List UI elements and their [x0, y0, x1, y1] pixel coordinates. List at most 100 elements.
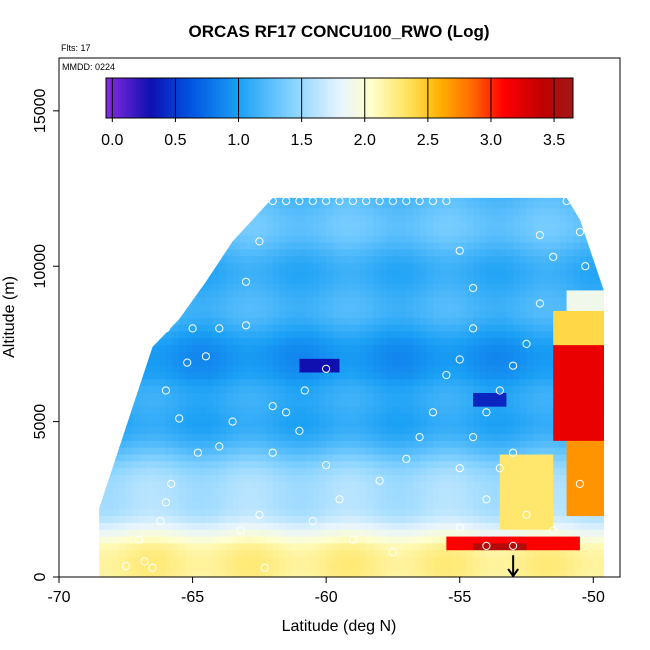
heatmap-cell — [259, 426, 267, 435]
heatmap-cell — [513, 549, 521, 558]
heatmap-cell — [473, 303, 481, 311]
colorbar-segment — [500, 78, 504, 118]
heatmap-cell — [559, 344, 568, 352]
heatmap-cell — [453, 406, 461, 414]
heatmap-cell — [352, 262, 361, 270]
heatmap-cell — [332, 412, 341, 421]
heatmap-cell — [553, 570, 561, 577]
heatmap-cell — [453, 221, 461, 229]
heatmap-cell — [185, 494, 194, 503]
heatmap-cell — [372, 515, 381, 523]
heatmap-cell — [306, 351, 314, 359]
colorbar-segment — [505, 78, 509, 118]
heatmap-cell — [386, 412, 394, 421]
heatmap-cell — [486, 351, 494, 359]
heatmap-cell — [419, 494, 427, 503]
heatmap-cell — [493, 228, 501, 236]
heatmap-cell — [359, 337, 367, 346]
heatmap-cell — [459, 556, 467, 564]
colorbar-segment — [318, 78, 322, 118]
heatmap-cell — [319, 241, 327, 250]
heatmap-cell — [192, 426, 200, 435]
colorbar-segment — [540, 78, 544, 118]
heatmap-cell — [312, 549, 321, 558]
heatmap-cell — [139, 399, 147, 407]
heatmap-cell — [165, 529, 174, 537]
heatmap-cell — [272, 440, 280, 448]
heatmap-cell — [326, 221, 334, 229]
heatmap-cell — [272, 344, 280, 352]
heatmap-cell — [573, 262, 581, 270]
heatmap-cell — [473, 269, 481, 277]
sample-point — [508, 361, 518, 370]
heatmap-cell — [386, 508, 394, 517]
heatmap-cell — [386, 330, 394, 339]
heatmap-cell — [299, 385, 307, 393]
heatmap-cell — [493, 529, 501, 537]
heatmap-cell — [119, 494, 127, 503]
heatmap-cell — [232, 296, 240, 305]
heatmap-cell — [412, 426, 421, 435]
heatmap-cell — [179, 406, 187, 414]
heatmap-cell — [225, 522, 234, 530]
heatmap-cell — [593, 501, 601, 510]
heatmap-cell — [272, 529, 280, 537]
heatmap-cell — [372, 488, 381, 496]
heatmap-cell — [272, 563, 280, 571]
heatmap-cell — [439, 200, 447, 209]
heatmap-cell — [586, 474, 594, 482]
heatmap-cell — [566, 296, 574, 305]
colorbar-segment — [393, 78, 397, 118]
heatmap-cell — [159, 474, 167, 482]
heatmap-cell — [539, 248, 548, 257]
heatmap-cell — [566, 214, 574, 223]
heatmap-cell — [152, 378, 160, 387]
heatmap-cell — [119, 522, 127, 530]
heatmap-cell — [426, 296, 434, 305]
heatmap-cell — [225, 453, 234, 462]
colorbar-segment — [442, 78, 446, 118]
heatmap-cell — [533, 440, 541, 448]
heatmap-cell — [319, 433, 327, 441]
heatmap-cell — [225, 515, 234, 523]
heatmap-cell — [119, 433, 127, 441]
heatmap-cell — [112, 494, 120, 503]
heatmap-cell — [493, 337, 501, 346]
y-tick-label: 15000 — [32, 88, 49, 133]
heatmap-cell — [112, 467, 120, 476]
heatmap-cell — [266, 365, 274, 373]
heatmap-cell — [473, 419, 481, 428]
heatmap-cell — [292, 529, 301, 537]
heatmap-cell — [306, 358, 314, 366]
heatmap-cell — [559, 289, 568, 298]
heatmap-cell — [205, 447, 214, 455]
heatmap-cell — [266, 330, 274, 339]
heatmap-cell — [573, 276, 581, 284]
heatmap-cell — [553, 488, 561, 496]
heatmap-cell — [232, 324, 240, 332]
heatmap-cell — [346, 385, 354, 393]
heatmap-cell — [446, 467, 454, 476]
heatmap-cell — [426, 508, 434, 517]
heatmap-cell — [479, 365, 488, 373]
heatmap-cell — [172, 399, 180, 407]
heatmap-cell — [352, 214, 361, 223]
heatmap-cell — [519, 344, 528, 352]
heatmap-cell — [332, 262, 341, 270]
heatmap-cell — [312, 556, 321, 564]
heatmap-cell — [593, 283, 601, 291]
sample-point — [175, 414, 184, 423]
heatmap-cell — [586, 556, 594, 564]
heatmap-cell — [286, 488, 294, 496]
heatmap-cell — [319, 289, 327, 298]
heatmap-cell — [473, 214, 481, 223]
heatmap-cell — [406, 228, 414, 236]
heatmap-cell — [159, 344, 167, 352]
heatmap-cell — [586, 412, 594, 421]
heatmap-cell — [579, 501, 588, 510]
heatmap-cell — [272, 228, 280, 236]
sample-point — [535, 299, 545, 308]
heatmap-cell — [459, 358, 467, 366]
heatmap-cell — [199, 535, 207, 544]
heatmap-cell — [112, 556, 120, 564]
